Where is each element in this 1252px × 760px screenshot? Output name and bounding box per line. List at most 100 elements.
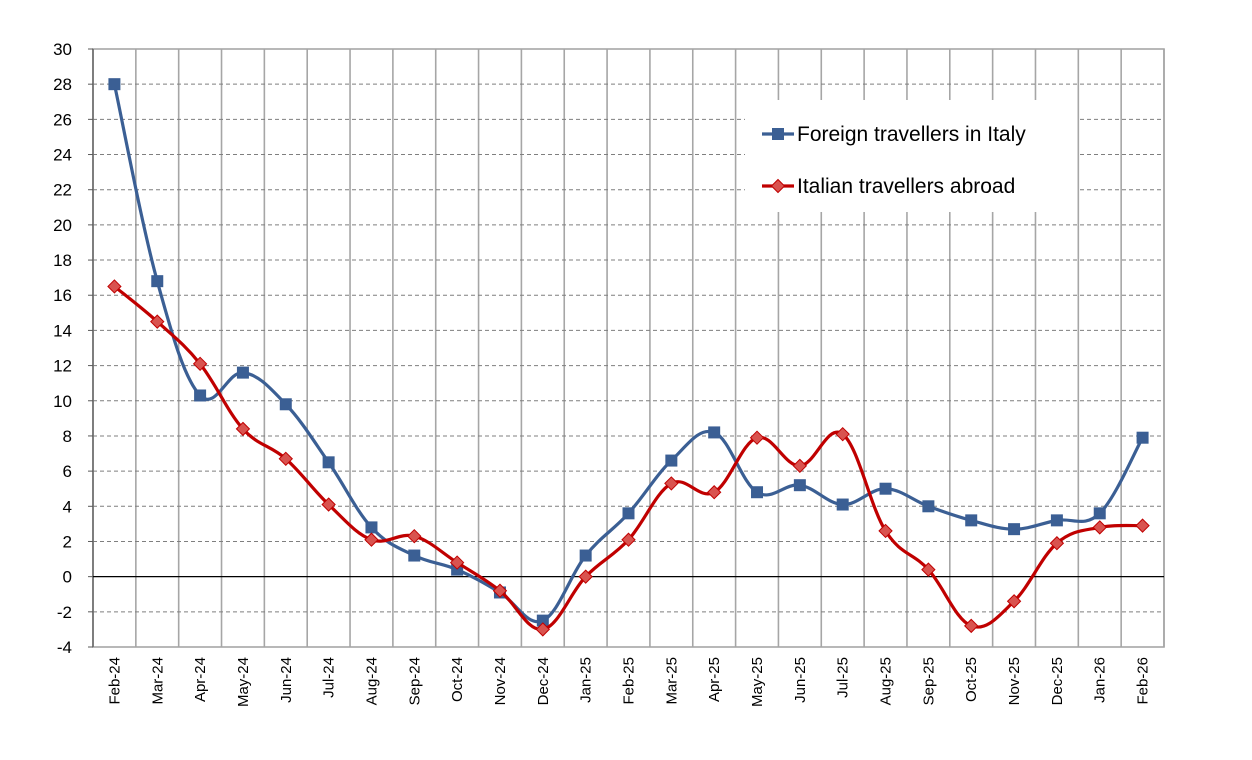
data-point xyxy=(407,528,422,544)
y-tick-label: 2 xyxy=(63,532,72,551)
data-point xyxy=(751,486,764,499)
data-point xyxy=(835,426,850,442)
data-point xyxy=(621,532,636,547)
data-point xyxy=(1092,520,1107,535)
x-tick-label: Jan-25 xyxy=(578,657,595,703)
x-tick-label: Oct-24 xyxy=(449,657,466,702)
y-tick-label: -2 xyxy=(57,603,72,622)
legend-entry: Italian travellers abroad xyxy=(762,175,1015,198)
x-tick-label: Dec-25 xyxy=(1049,657,1066,705)
data-point xyxy=(192,356,208,372)
x-tick-label: Mar-24 xyxy=(149,657,166,705)
x-tick-label: Jul-25 xyxy=(835,657,852,698)
data-point xyxy=(965,514,978,527)
x-tick-label: Nov-25 xyxy=(1006,657,1023,705)
x-tick-label: Jun-25 xyxy=(792,657,809,703)
x-tick-label: Oct-25 xyxy=(963,657,980,702)
data-point xyxy=(535,622,551,637)
data-point xyxy=(792,458,808,474)
data-point xyxy=(236,366,249,379)
data-point xyxy=(879,482,892,495)
legend-swatch-marker xyxy=(772,128,784,140)
data-point xyxy=(1049,536,1065,551)
y-tick-label: 22 xyxy=(53,181,72,200)
x-tick-label: Aug-24 xyxy=(363,657,380,705)
y-tick-label: 28 xyxy=(53,75,72,94)
y-tick-label: 4 xyxy=(63,497,72,516)
axis-layer xyxy=(88,48,1165,648)
series-italian-travellers xyxy=(107,279,1150,637)
data-point xyxy=(836,498,849,511)
legend: Foreign travellers in Italy Italian trave… xyxy=(745,100,1077,212)
data-point xyxy=(964,618,979,634)
y-tick-label: 26 xyxy=(53,110,72,129)
x-tick-label: Mar-25 xyxy=(663,657,680,705)
data-point xyxy=(749,430,765,445)
x-tick-label: Aug-25 xyxy=(878,657,895,705)
legend-swatch-marker xyxy=(770,178,786,194)
x-tick-label: Jul-24 xyxy=(321,657,338,698)
legend-box xyxy=(745,100,1077,212)
series-layer xyxy=(107,78,1150,637)
legend-entry: Foreign travellers in Italy xyxy=(762,123,1026,146)
data-point xyxy=(449,555,465,570)
y-tick-label: 14 xyxy=(53,321,72,340)
data-point xyxy=(194,389,207,402)
data-point xyxy=(364,532,379,547)
legend-label: Foreign travellers in Italy xyxy=(797,123,1026,146)
data-point xyxy=(1008,523,1021,536)
data-point xyxy=(664,476,679,491)
x-tick-label: Feb-25 xyxy=(621,657,638,705)
x-tick-label: May-25 xyxy=(749,657,766,707)
data-point xyxy=(365,521,378,534)
data-point xyxy=(150,314,165,329)
data-point xyxy=(578,569,593,584)
data-point xyxy=(107,279,122,294)
x-tick-label: Feb-24 xyxy=(106,657,123,705)
x-tick-label: Apr-24 xyxy=(192,657,209,702)
data-point xyxy=(706,485,722,500)
data-point xyxy=(921,562,936,577)
data-point xyxy=(1136,431,1149,444)
data-point xyxy=(1006,594,1022,609)
data-point xyxy=(321,497,336,512)
x-tick-label: Nov-24 xyxy=(492,657,509,705)
x-tick-label: Apr-25 xyxy=(706,657,723,702)
series-foreign-travellers xyxy=(108,78,1149,627)
y-tick-label: 16 xyxy=(53,286,72,305)
y-tick-label: 8 xyxy=(63,427,72,446)
y-tick-label: 6 xyxy=(63,462,72,481)
x-tick-label: May-24 xyxy=(235,657,252,707)
x-tick-label: Jun-24 xyxy=(278,657,295,703)
data-point xyxy=(922,500,935,513)
y-tick-label: -4 xyxy=(57,638,72,657)
data-point xyxy=(108,78,121,91)
x-tick-label: Sep-25 xyxy=(920,657,937,705)
data-point xyxy=(665,454,678,467)
x-tick-label: Jan-26 xyxy=(1092,657,1109,703)
data-point xyxy=(579,549,592,562)
data-point xyxy=(279,398,292,411)
y-tick-label: 0 xyxy=(63,568,72,587)
legend-label: Italian travellers abroad xyxy=(797,175,1015,198)
data-point xyxy=(235,421,251,437)
y-tick-label: 30 xyxy=(53,40,72,59)
y-tick-label: 10 xyxy=(53,392,72,411)
y-tick-label: 18 xyxy=(53,251,72,270)
data-point xyxy=(1093,507,1106,520)
data-point xyxy=(708,426,721,439)
x-tick-label: Sep-24 xyxy=(406,657,423,705)
data-point xyxy=(1050,514,1063,527)
y-tick-label: 12 xyxy=(53,357,72,376)
series-line xyxy=(113,285,1143,632)
data-point xyxy=(492,583,508,598)
y-tick-label: 24 xyxy=(53,146,72,165)
x-tick-label: Dec-24 xyxy=(535,657,552,705)
y-tick-label: 20 xyxy=(53,216,72,235)
x-tick-label: Feb-26 xyxy=(1135,657,1152,705)
data-point xyxy=(408,549,421,562)
data-point xyxy=(322,456,335,469)
